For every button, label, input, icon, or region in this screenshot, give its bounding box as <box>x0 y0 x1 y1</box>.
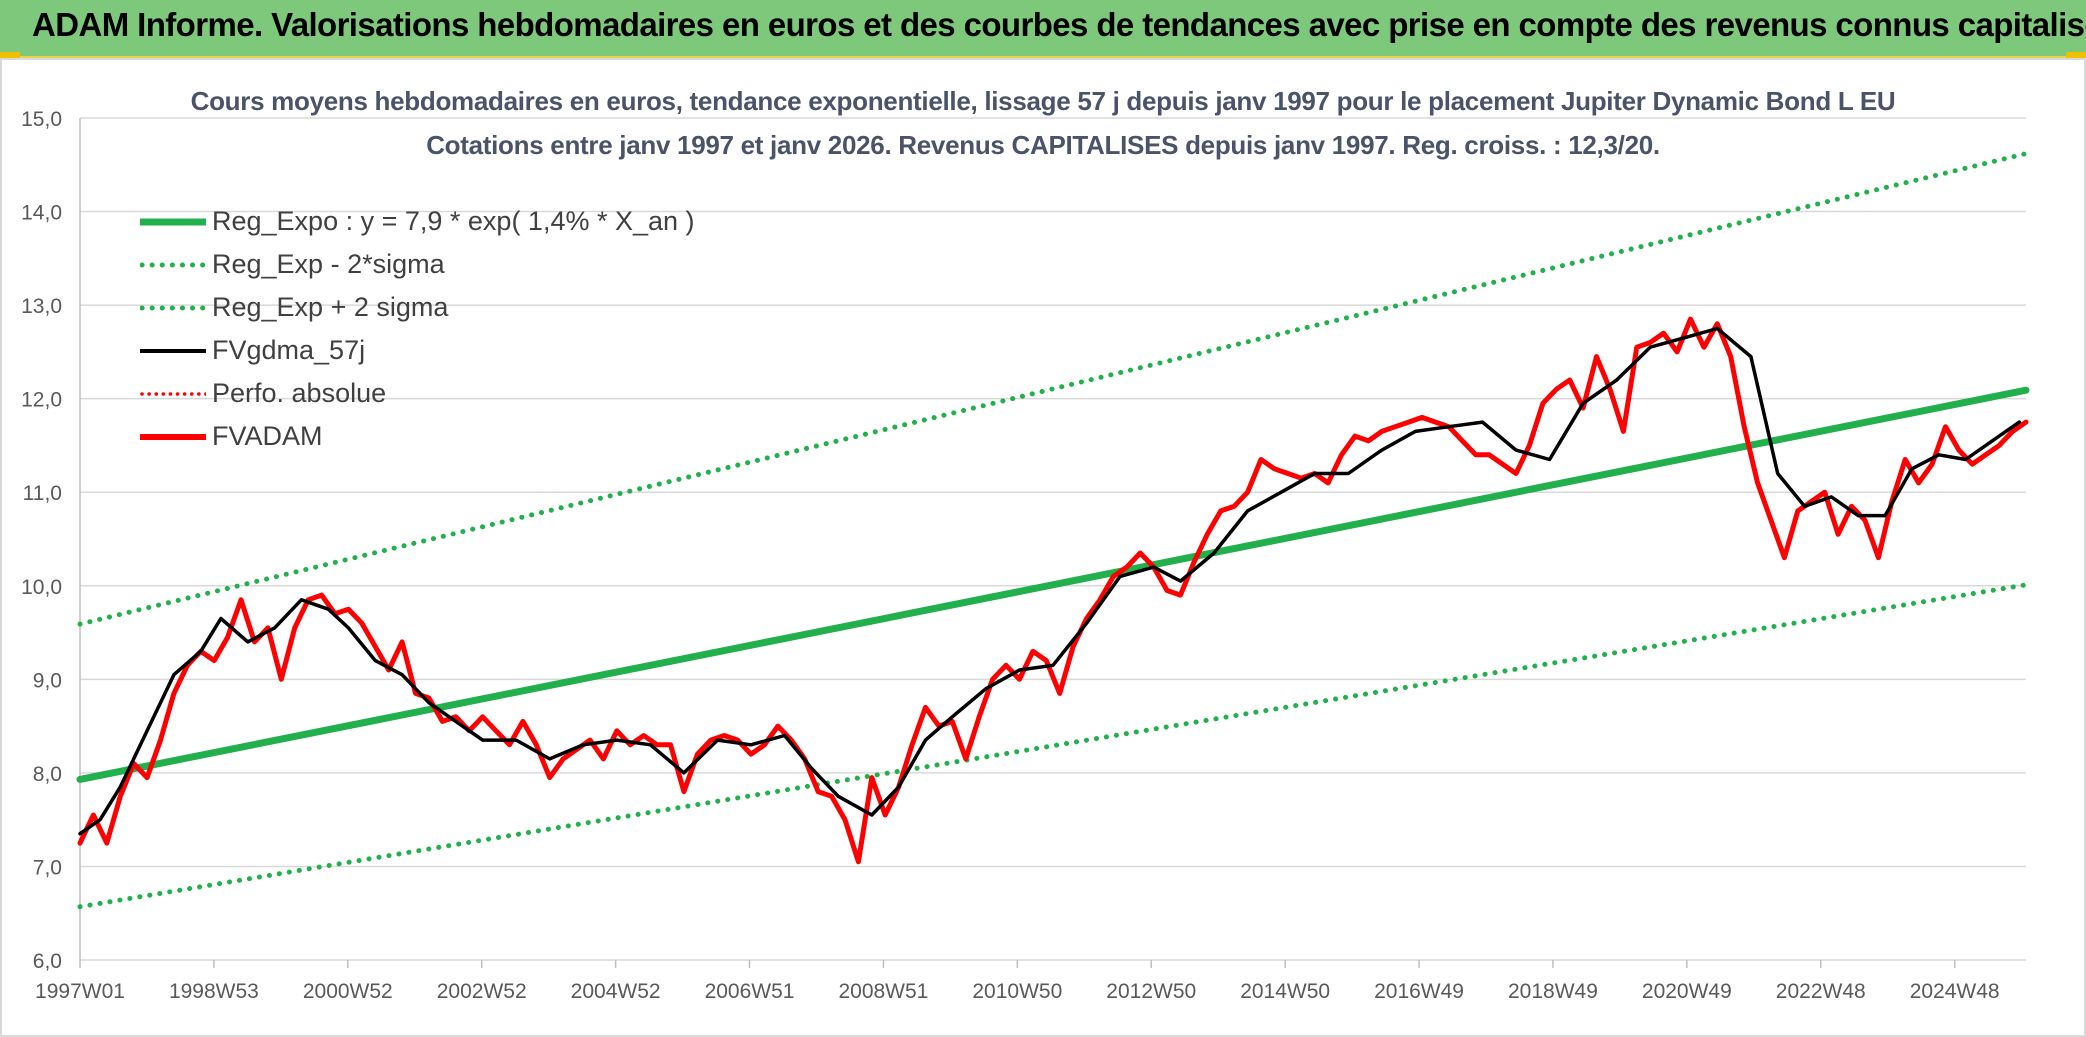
legend-label-fvadam: FVADAM <box>212 421 323 451</box>
y-tick-label: 8,0 <box>33 763 62 786</box>
chart-title: Cours moyens hebdomadaires en euros, ten… <box>190 86 1896 116</box>
legend-label-reg-exp-plus: Reg_Exp + 2 sigma <box>212 292 449 322</box>
x-tick-label: 2014W50 <box>1240 980 1330 1003</box>
x-tick-label: 2006W51 <box>705 980 795 1003</box>
legend-swatch-perfo <box>140 391 206 396</box>
corner-marker-left <box>0 52 20 58</box>
y-tick-label: 10,0 <box>21 576 62 599</box>
y-tick-label: 14,0 <box>21 202 62 225</box>
y-tick-label: 13,0 <box>21 295 62 318</box>
y-tick-label: 15,0 <box>21 108 62 131</box>
y-tick-label: 11,0 <box>23 482 62 505</box>
legend-swatch-fvadam <box>140 433 206 440</box>
legend-item-reg-exp-plus: Reg_Exp + 2 sigma <box>140 286 695 329</box>
chart-legend: Reg_Expo : y = 7,9 * exp( 1,4% * X_an ) … <box>140 200 695 458</box>
chart-frame <box>0 58 2086 1037</box>
x-tick-label: 1998W53 <box>169 980 259 1003</box>
legend-item-fvadam: FVADAM <box>140 415 695 458</box>
x-tick-label: 2008W51 <box>838 980 928 1003</box>
x-tick-label: 2020W49 <box>1642 980 1732 1003</box>
legend-swatch-reg-exp-minus <box>140 262 206 267</box>
legend-label-reg-exp-minus: Reg_Exp - 2*sigma <box>212 249 445 279</box>
legend-item-fvgdma: FVgdma_57j <box>140 329 695 372</box>
x-tick-label: 2012W50 <box>1106 980 1196 1003</box>
x-tick-label: 2016W49 <box>1374 980 1464 1003</box>
series-line-reg-exp-minus <box>77 582 2029 910</box>
legend-label-reg-expo: Reg_Expo : y = 7,9 * exp( 1,4% * X_an ) <box>212 206 695 236</box>
x-tick-label: 2010W50 <box>972 980 1062 1003</box>
y-tick-label: 6,0 <box>33 950 62 973</box>
banner-title: ADAM Informe. Valorisations hebdomadaire… <box>32 6 2086 43</box>
x-tick-label: 2002W52 <box>437 980 527 1003</box>
x-tick-label: 2024W48 <box>1910 980 2000 1003</box>
y-tick-label: 7,0 <box>33 856 62 879</box>
chart-axes: 6,0 7,0 8,0 9,0 10,0 11,0 12,0 13,0 14,0 15,0 1997… <box>21 108 1999 1003</box>
series-line-fvadam <box>77 316 2029 865</box>
corner-marker-right <box>2066 52 2086 58</box>
legend-item-reg-expo: Reg_Expo : y = 7,9 * exp( 1,4% * X_an ) <box>140 200 695 243</box>
legend-swatch-fvgdma <box>140 348 206 353</box>
legend-label-fvgdma: FVgdma_57j <box>212 335 366 365</box>
chart-subtitle: Cotations entre janv 1997 et janv 2026. … <box>426 130 1660 160</box>
banner: ADAM Informe. Valorisations hebdomadaire… <box>0 0 2086 58</box>
x-tick-label: 1997W01 <box>35 980 125 1003</box>
x-tick-label: 2004W52 <box>571 980 661 1003</box>
legend-item-reg-exp-minus: Reg_Exp - 2*sigma <box>140 243 695 286</box>
legend-item-perfo: Perfo. absolue <box>140 372 695 415</box>
x-tick-label: 2018W49 <box>1508 980 1598 1003</box>
x-tick-label: 2022W48 <box>1776 980 1866 1003</box>
chart-series <box>76 151 2030 910</box>
y-tick-label: 9,0 <box>33 669 62 692</box>
series-line-reg-expo <box>76 386 2030 783</box>
y-tick-label: 12,0 <box>21 389 62 412</box>
series-line-reg-exp-plus <box>77 151 2029 627</box>
series-line-fvgdma <box>78 326 2022 836</box>
legend-label-perfo: Perfo. absolue <box>212 378 387 408</box>
legend-swatch-reg-expo <box>140 218 206 225</box>
x-tick-label: 2000W52 <box>303 980 393 1003</box>
legend-swatch-reg-exp-plus <box>140 305 206 310</box>
